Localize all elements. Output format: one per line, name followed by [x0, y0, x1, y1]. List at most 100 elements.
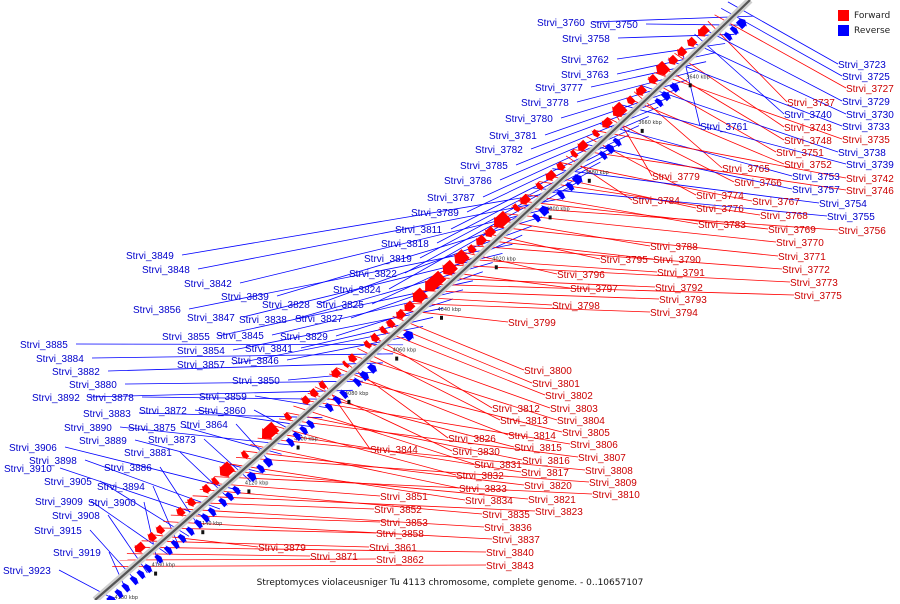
- reverse-gene: [136, 569, 146, 580]
- forward-gene-label: Strvi_3807: [578, 453, 626, 464]
- reverse-gene: [262, 456, 274, 468]
- reverse-gene: [256, 463, 266, 474]
- reverse-gene: [571, 174, 583, 186]
- reverse-connector: [84, 459, 221, 510]
- reverse-gene-label: Strvi_3781: [489, 131, 537, 142]
- forward-connector: [156, 527, 377, 534]
- reverse-gene: [324, 402, 334, 413]
- reverse-connector: [235, 423, 272, 464]
- forward-gene: [347, 353, 358, 364]
- forward-swatch: [838, 10, 849, 21]
- reverse-connector: [667, 59, 843, 127]
- reverse-gene-label: Strvi_3885: [20, 340, 68, 351]
- legend: Forward Reverse: [838, 8, 890, 38]
- forward-gene-label: Strvi_3852: [374, 505, 422, 516]
- reverse-gene-label: Strvi_3878: [86, 393, 134, 404]
- forward-gene-label: Strvi_3798: [552, 301, 600, 312]
- forward-connector: [660, 65, 785, 141]
- forward-gene: [425, 270, 447, 292]
- reverse-connector: [242, 253, 503, 318]
- reverse-connector: [499, 116, 649, 181]
- legend-reverse: Reverse: [838, 23, 890, 38]
- reverse-gene-label: Strvi_3910: [4, 464, 52, 475]
- reverse-gene: [402, 330, 414, 342]
- forward-gene-label: Strvi_3791: [657, 268, 705, 279]
- forward-gene-label: Strvi_3858: [376, 529, 424, 540]
- forward-gene-label: Strvi_3756: [838, 226, 886, 237]
- tick-mark: [640, 128, 644, 133]
- reverse-gene-label: Strvi_3762: [561, 55, 609, 66]
- reverse-connector: [232, 307, 444, 351]
- reverse-gene: [352, 377, 362, 388]
- forward-connector: [329, 373, 563, 433]
- forward-connector: [497, 219, 651, 247]
- reverse-gene-label: Strvi_3839: [221, 292, 269, 303]
- reverse-gene-label: Strvi_3789: [411, 208, 459, 219]
- forward-gene-label: Strvi_3823: [535, 507, 583, 518]
- forward-gene-label: Strvi_3773: [790, 278, 838, 289]
- reverse-gene-label: Strvi_3841: [245, 344, 293, 355]
- forward-gene: [176, 506, 186, 517]
- reverse-gene-label: Strvi_3842: [184, 279, 232, 290]
- forward-connector: [518, 200, 769, 230]
- reverse-gene-label: Strvi_3729: [842, 97, 890, 108]
- forward-connector: [250, 444, 460, 489]
- forward-gene-label: Strvi_3774: [696, 191, 744, 202]
- reverse-gene-label: Strvi_3900: [88, 498, 136, 509]
- forward-gene-label: Strvi_3737: [787, 98, 835, 109]
- forward-gene-label: Strvi_3843: [486, 561, 534, 572]
- reverse-gene-label: Strvi_3906: [9, 443, 57, 454]
- reverse-gene-label: Strvi_3890: [64, 423, 112, 434]
- reverse-connector: [75, 343, 404, 346]
- reverse-gene: [598, 150, 608, 161]
- reverse-connector: [592, 15, 754, 23]
- tick-mark: [296, 445, 300, 450]
- forward-gene-label: Strvi_3810: [592, 490, 640, 501]
- forward-gene: [240, 450, 250, 460]
- reverse-gene: [332, 395, 342, 406]
- forward-gene: [485, 226, 497, 238]
- reverse-gene-label: Strvi_3894: [97, 482, 145, 493]
- forward-gene: [569, 149, 579, 159]
- forward-gene-label: Strvi_3800: [524, 366, 572, 377]
- forward-connector: [357, 347, 501, 421]
- forward-gene-label: Strvi_3853: [380, 518, 428, 529]
- forward-gene: [363, 340, 372, 350]
- connector-lines: [58, 1, 847, 601]
- reverse-connector: [141, 396, 343, 400]
- forward-gene: [219, 461, 235, 478]
- reverse-gene-label: Strvi_3733: [842, 122, 890, 133]
- forward-gene-label: Strvi_3799: [508, 318, 556, 329]
- forward-connector: [538, 181, 761, 216]
- forward-connector: [455, 258, 658, 273]
- axis-line: [94, 0, 751, 601]
- forward-gene-label: Strvi_3794: [650, 308, 698, 319]
- forward-gene-label: Strvi_3776: [696, 204, 744, 215]
- tick-mark: [440, 315, 443, 320]
- forward-gene: [210, 476, 220, 486]
- reverse-gene: [359, 370, 370, 382]
- gene-labels: Strvi_3760 Strvi_3750 Strvi_3758 Strvi_3762…: [3, 18, 894, 577]
- reverse-connector: [152, 485, 179, 546]
- reverse-gene-label: Strvi_3824: [333, 285, 381, 296]
- reverse-connector: [107, 362, 384, 372]
- forward-gene-label: Strvi_3766: [734, 178, 782, 189]
- reverse-gene: [246, 471, 257, 482]
- tick-mark: [688, 83, 692, 88]
- forward-connector: [271, 424, 457, 476]
- forward-connector: [199, 489, 483, 515]
- reverse-gene-label: Strvi_3857: [177, 360, 225, 371]
- forward-connector: [593, 129, 847, 179]
- forward-gene: [386, 318, 396, 329]
- reverse-gene-label: Strvi_3730: [846, 110, 894, 121]
- reverse-gene: [531, 212, 542, 223]
- forward-connector: [257, 437, 586, 471]
- reverse-connector: [552, 168, 820, 204]
- reverse-gene-label: Strvi_3854: [177, 346, 225, 357]
- reverse-gene-label: Strvi_3723: [838, 60, 886, 71]
- forward-connector: [606, 117, 735, 183]
- forward-connector: [192, 495, 536, 512]
- tick-label: 4060 kbp: [393, 348, 417, 354]
- forward-gene: [648, 73, 659, 85]
- reverse-gene-label: Strvi_3846: [231, 356, 279, 367]
